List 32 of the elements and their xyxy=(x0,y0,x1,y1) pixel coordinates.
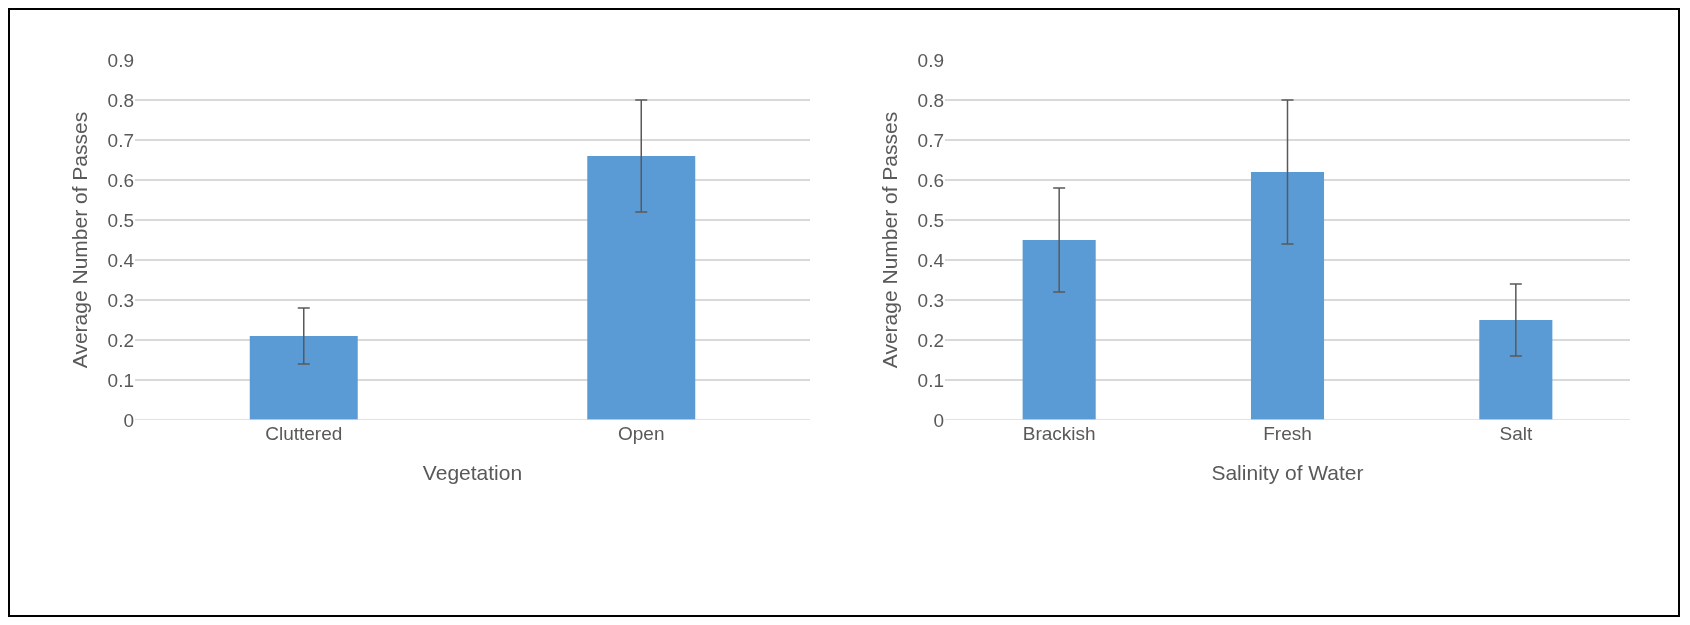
y-tick-label: 0.1 xyxy=(917,369,944,391)
y-tick-label: 0.5 xyxy=(107,209,134,231)
y-tick-label: 0.1 xyxy=(107,369,134,391)
y-tick-label: 0.4 xyxy=(107,249,135,271)
x-tick-label: Open xyxy=(618,423,665,444)
y-tick-label: 0.6 xyxy=(917,169,944,191)
bar xyxy=(1479,320,1553,420)
y-tick-label: 0.7 xyxy=(917,129,944,151)
y-tick-label: 0.5 xyxy=(917,209,944,231)
y-tick-label: 0.3 xyxy=(107,289,134,311)
y-tick-label: 0.7 xyxy=(107,129,134,151)
y-tick-label: 0.3 xyxy=(917,289,944,311)
y-axis-title: Average Number of Passes xyxy=(67,111,91,369)
y-tick-label: 0.2 xyxy=(107,329,134,351)
y-tick-label: 0 xyxy=(933,409,944,431)
x-tick-label: Fresh xyxy=(1263,423,1312,444)
x-tick-label: Brackish xyxy=(1022,423,1096,444)
bar xyxy=(1250,172,1325,420)
y-tick-label: 0.6 xyxy=(107,169,134,191)
y-tick-label: 0.9 xyxy=(107,49,134,71)
y-tick-label: 0.4 xyxy=(917,249,945,271)
x-axis-title: Vegetation xyxy=(422,461,523,485)
y-axis-title: Average Number of Passes xyxy=(877,111,901,369)
y-tick-label: 0.2 xyxy=(917,329,944,351)
y-tick-label: 0 xyxy=(123,409,134,431)
y-tick-label: 0.8 xyxy=(917,89,944,111)
x-axis-title: Salinity of Water xyxy=(1211,461,1364,485)
y-tick-label: 0.8 xyxy=(107,89,134,111)
x-tick-label: Salt xyxy=(1499,423,1533,444)
y-tick-label: 0.9 xyxy=(917,49,944,71)
x-tick-label: Cluttered xyxy=(265,423,343,444)
bar xyxy=(1022,240,1096,420)
